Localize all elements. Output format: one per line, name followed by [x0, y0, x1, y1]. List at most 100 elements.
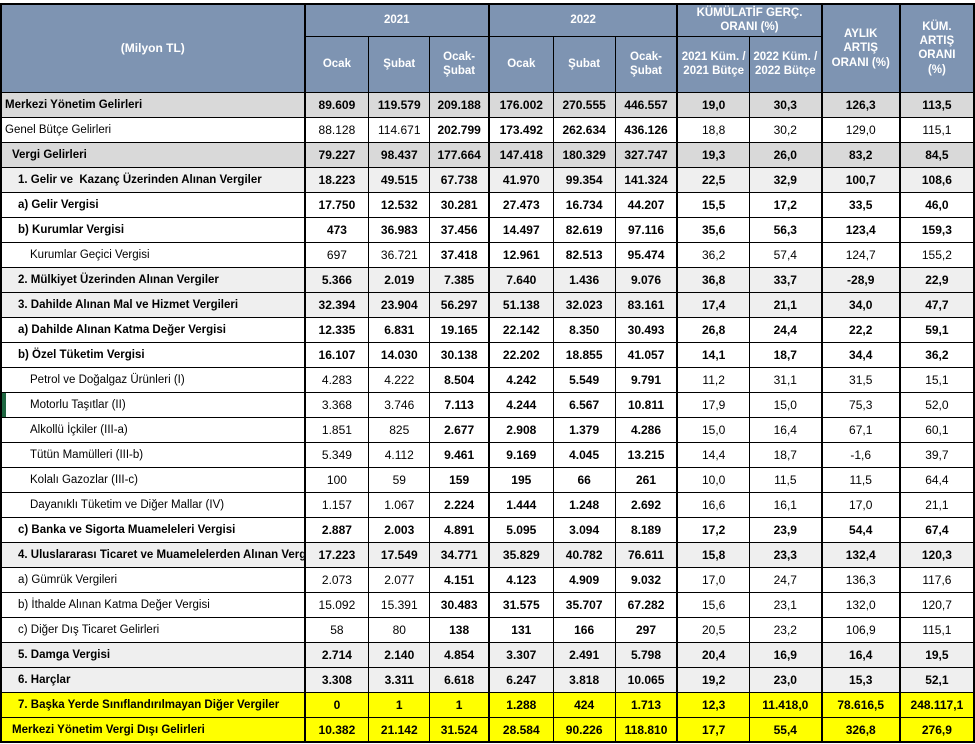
cell-value: 120,7: [898, 591, 975, 618]
table-body: Merkezi Yönetim Gelirleri 89.609 119.579 20…: [0, 91, 975, 743]
aylik-artis-header: AYLIK ARTIŞ ORANI (%): [820, 3, 901, 93]
cell-value: 1.288: [487, 691, 554, 718]
table-row: b) İthalde Alınan Katma Değer Vergisi 15.…: [0, 591, 975, 618]
table-row: c) Diğer Dış Ticaret Gelirleri 58 80 138 131…: [0, 616, 975, 643]
cell-value: 825: [368, 416, 431, 443]
cell-value: 17,7: [676, 716, 750, 743]
cell-value: 16.107: [303, 341, 370, 368]
cell-value: 176.002: [487, 91, 554, 118]
table-header: (Milyon TL) 2021 2022 KÜMÜLATİF GERÇ. OR…: [0, 3, 975, 93]
row-label: Merkezi Yönetim Vergi Dışı Gelirleri: [0, 716, 306, 743]
cell-value: 58: [303, 616, 370, 643]
cell-value: 66: [552, 466, 616, 493]
cell-value: 2.887: [303, 516, 370, 543]
cell-value: 11,2: [676, 366, 750, 393]
cell-value: 166: [552, 616, 616, 643]
cell-value: 23,0: [748, 666, 823, 693]
cell-value: 14,1: [676, 341, 750, 368]
cell-value: 17,9: [676, 391, 750, 418]
cell-value: 9.076: [614, 266, 678, 293]
cell-value: 95.474: [614, 241, 678, 268]
row-label: Vergi Gelirleri: [0, 141, 306, 168]
row-label: Alkollü İçkiler (III-a): [0, 416, 306, 443]
cell-value: 177.664: [429, 141, 490, 168]
cell-value: 436.126: [614, 116, 678, 143]
cell-value: 2.908: [487, 416, 554, 443]
cell-value: 1: [429, 691, 490, 718]
cell-value: 18.223: [303, 166, 370, 193]
cell-value: 28.584: [487, 716, 554, 743]
cell-value: 5.798: [614, 641, 678, 668]
cell-value: 14.030: [368, 341, 431, 368]
cell-value: 12.961: [487, 241, 554, 268]
cell-value: 15.092: [303, 591, 370, 618]
cell-value: 34.771: [429, 541, 490, 568]
row-label: b) Kurumlar Vergisi: [0, 216, 306, 243]
cell-value: 7.113: [429, 391, 490, 418]
cell-value: 9.169: [487, 441, 554, 468]
cell-value: 52,0: [898, 391, 975, 418]
cell-value: 18,7: [748, 441, 823, 468]
cell-value: 173.492: [487, 116, 554, 143]
cell-value: 141.324: [614, 166, 678, 193]
cell-value: 2.714: [303, 641, 370, 668]
cell-value: 15.391: [368, 591, 431, 618]
cell-value: 2.224: [429, 491, 490, 518]
table-row: Alkollü İçkiler (III-a) 1.851 825 2.677 2.90…: [0, 416, 975, 443]
cell-value: 22,9: [898, 266, 975, 293]
cell-value: 115,1: [898, 616, 975, 643]
cell-value: 26,0: [748, 141, 823, 168]
cell-value: 100: [303, 466, 370, 493]
cell-value: 4.854: [429, 641, 490, 668]
cell-value: 19,5: [898, 641, 975, 668]
cell-value: 106,9: [820, 616, 901, 643]
cell-value: 6.831: [368, 316, 431, 343]
cell-value: 248.117,1: [898, 691, 975, 718]
cell-value: 15,6: [676, 591, 750, 618]
cell-value: 32,9: [748, 166, 823, 193]
cell-value: 424: [552, 691, 616, 718]
cell-value: 17.750: [303, 191, 370, 218]
cell-value: 17,4: [676, 291, 750, 318]
cell-value: 209.188: [429, 91, 490, 118]
cell-value: 32.023: [552, 291, 616, 318]
col-2021-ocak-subat: Ocak-Şubat: [429, 35, 490, 93]
col-2022-ocak: Ocak: [487, 35, 554, 93]
cell-value: 1.067: [368, 491, 431, 518]
cell-value: 117,6: [898, 566, 975, 593]
cell-value: 1.436: [552, 266, 616, 293]
cell-value: 75,3: [820, 391, 901, 418]
cell-value: 4.891: [429, 516, 490, 543]
cell-value: 30.138: [429, 341, 490, 368]
cell-value: 41.970: [487, 166, 554, 193]
cell-value: 11,5: [748, 466, 823, 493]
table-row: Petrol ve Doğalgaz Ürünleri (I) 4.283 4.22…: [0, 366, 975, 393]
row-label: Petrol ve Doğalgaz Ürünleri (I): [0, 366, 306, 393]
cell-value: 37.418: [429, 241, 490, 268]
table-row: 2. Mülkiyet Üzerinden Alınan Vergiler 5.3…: [0, 266, 975, 293]
cell-value: 22,2: [820, 316, 901, 343]
cell-value: 118.810: [614, 716, 678, 743]
row-label: 4. Uluslararası Ticaret ve Muamelelerden…: [0, 541, 306, 568]
cell-value: 132,4: [820, 541, 901, 568]
cell-value: 195: [487, 466, 554, 493]
cell-value: 11,5: [820, 466, 901, 493]
cell-value: 52,1: [898, 666, 975, 693]
cell-value: 262.634: [552, 116, 616, 143]
cell-value: 9.461: [429, 441, 490, 468]
cell-value: 49.515: [368, 166, 431, 193]
cell-value: 2.491: [552, 641, 616, 668]
cell-value: 16,4: [820, 641, 901, 668]
row-label: 2. Mülkiyet Üzerinden Alınan Vergiler: [0, 266, 306, 293]
table-row: b) Kurumlar Vergisi 473 36.983 37.456 14.497…: [0, 216, 975, 243]
cell-value: 4.123: [487, 566, 554, 593]
row-label: 7. Başka Yerde Sınıflandırılmayan Diğer …: [0, 691, 306, 718]
cell-value: 3.746: [368, 391, 431, 418]
cell-value: 18,8: [676, 116, 750, 143]
budget-revenue-table: (Milyon TL) 2021 2022 KÜMÜLATİF GERÇ. OR…: [0, 3, 975, 744]
cell-value: 261: [614, 466, 678, 493]
cell-value: 17.223: [303, 541, 370, 568]
row-label: c) Diğer Dış Ticaret Gelirleri: [0, 616, 306, 643]
cell-value: 1.713: [614, 691, 678, 718]
cell-value: 155,2: [898, 241, 975, 268]
